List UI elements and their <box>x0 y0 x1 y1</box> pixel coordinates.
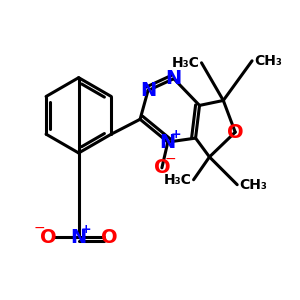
Text: H₃C: H₃C <box>164 173 192 187</box>
Text: +: + <box>80 223 91 236</box>
Text: O: O <box>227 123 244 142</box>
Text: O: O <box>154 158 170 177</box>
Text: +: + <box>170 128 181 141</box>
Text: N: N <box>70 228 87 247</box>
Text: N: N <box>140 81 156 100</box>
Text: H₃C: H₃C <box>172 56 200 70</box>
Text: N: N <box>160 133 176 152</box>
Text: O: O <box>101 228 118 247</box>
Text: CH₃: CH₃ <box>254 54 282 68</box>
Text: O: O <box>40 228 56 247</box>
Text: CH₃: CH₃ <box>239 178 267 192</box>
Text: −: − <box>33 221 45 235</box>
Text: N: N <box>166 69 182 88</box>
Text: −: − <box>165 152 177 166</box>
